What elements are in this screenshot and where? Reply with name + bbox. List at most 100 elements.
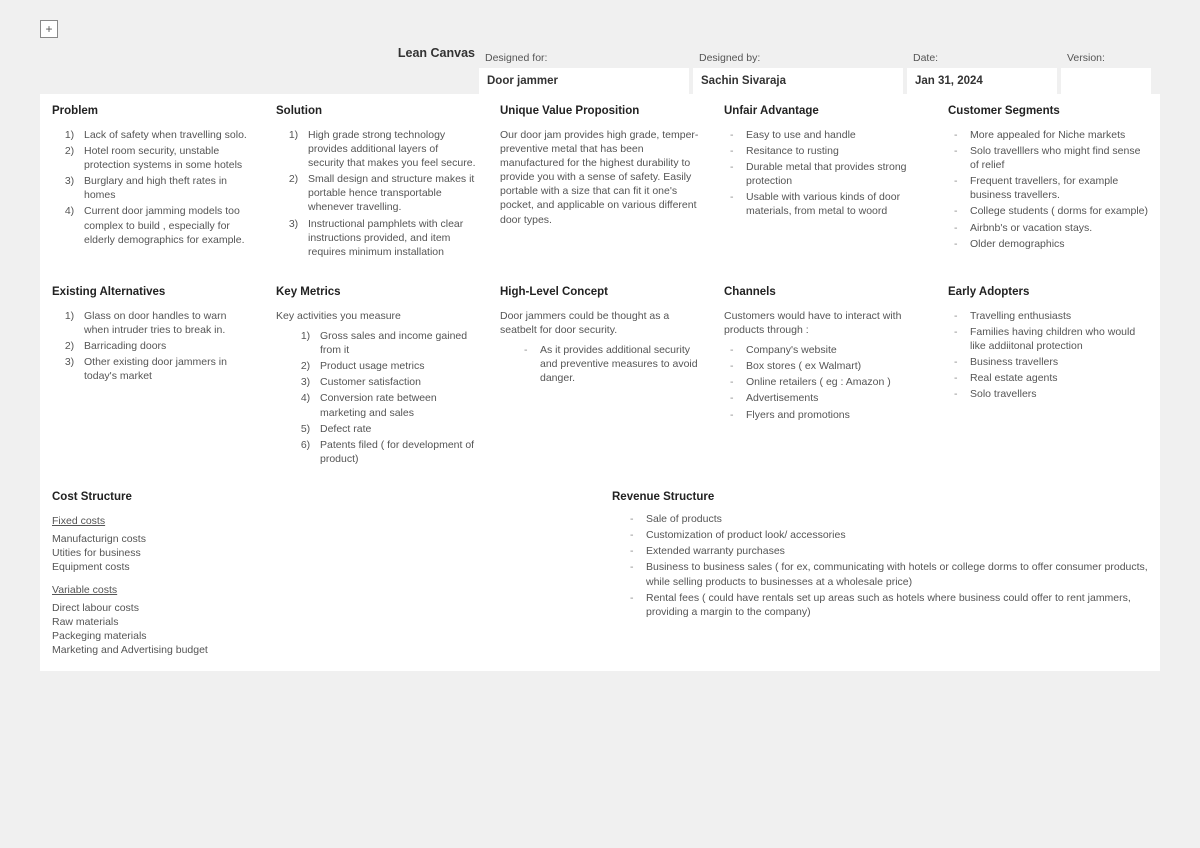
list-item: Product usage metrics: [316, 359, 476, 373]
list-item: More appealed for Niche markets: [970, 128, 1148, 142]
canvas-title: Lean Canvas: [378, 46, 475, 66]
list-item: Business to business sales ( for ex, com…: [646, 560, 1148, 588]
list-item: Online retailers ( eg : Amazon ): [746, 375, 924, 389]
fixed-costs-label: Fixed costs: [52, 514, 588, 528]
text-line: Equipment costs: [52, 560, 588, 574]
variable-costs-label: Variable costs: [52, 583, 588, 597]
existing-list: Glass on door handles to warn when intru…: [52, 309, 252, 384]
problem-title: Problem: [52, 104, 252, 120]
list-item: Lack of safety when travelling solo.: [80, 128, 252, 142]
early-list: Travelling enthusiasts Families having ch…: [948, 309, 1148, 402]
channels-cell: Channels Customers would have to interac…: [712, 275, 936, 482]
list-item: Flyers and promotions: [746, 408, 924, 422]
list-item: Advertisements: [746, 391, 924, 405]
list-item: Gross sales and income gained from it: [316, 329, 476, 357]
list-item: Frequent travellers, for example busines…: [970, 174, 1148, 202]
list-item: Customer satisfaction: [316, 375, 476, 389]
early-cell: Early Adopters Travelling enthusiasts Fam…: [936, 275, 1160, 482]
early-title: Early Adopters: [948, 285, 1148, 301]
date-label: Date:: [907, 46, 1057, 68]
list-item: Easy to use and handle: [746, 128, 924, 142]
existing-title: Existing Alternatives: [52, 285, 252, 301]
segments-title: Customer Segments: [948, 104, 1148, 120]
add-button[interactable]: +: [40, 20, 58, 38]
list-item: Customization of product look/ accessori…: [646, 528, 1148, 542]
metrics-sub: Key activities you measure: [276, 309, 476, 323]
solution-title: Solution: [276, 104, 476, 120]
concept-cell: High-Level Concept Door jammers could be…: [488, 275, 712, 482]
list-item: Patents filed ( for development of produ…: [316, 438, 476, 466]
version-label: Version:: [1061, 46, 1151, 68]
list-item: Box stores ( ex Walmart): [746, 359, 924, 373]
list-item: College students ( dorms for example): [970, 204, 1148, 218]
cost-title: Cost Structure: [52, 490, 588, 506]
solution-list: High grade strong technology provides ad…: [276, 128, 476, 260]
list-item: Glass on door handles to warn when intru…: [80, 309, 252, 337]
problem-list: Lack of safety when travelling solo. Hote…: [52, 128, 252, 247]
revenue-cell: Revenue Structure Sale of products Custom…: [600, 482, 1160, 671]
designed-by-input[interactable]: [693, 68, 903, 94]
list-item: Solo travelllers who might find sense of…: [970, 144, 1148, 172]
list-item: Small design and structure makes it port…: [304, 172, 476, 215]
unfair-cell: Unfair Advantage Easy to use and handle R…: [712, 94, 936, 275]
list-item: Extended warranty purchases: [646, 544, 1148, 558]
channels-list: Company's website Box stores ( ex Walmart…: [724, 343, 924, 422]
solution-cell: Solution High grade strong technology pr…: [264, 94, 488, 275]
list-item: Travelling enthusiasts: [970, 309, 1148, 323]
fixed-costs-list: Manufacturign costsUtities for businessE…: [52, 532, 588, 575]
text-line: Direct labour costs: [52, 601, 588, 615]
revenue-list: Sale of products Customization of product…: [612, 512, 1148, 619]
list-item: Barricading doors: [80, 339, 252, 353]
concept-list: As it provides additional security and p…: [500, 343, 700, 386]
list-item: Families having children who would like …: [970, 325, 1148, 353]
cost-cell: Cost Structure Fixed costs Manufacturign…: [40, 482, 600, 671]
list-item: Business travellers: [970, 355, 1148, 369]
problem-cell: Problem Lack of safety when travelling s…: [40, 94, 264, 275]
list-item: Instructional pamphlets with clear instr…: [304, 217, 476, 260]
list-item: Real estate agents: [970, 371, 1148, 385]
list-item: Airbnb's or vacation stays.: [970, 221, 1148, 235]
list-item: Older demographics: [970, 237, 1148, 251]
list-item: Company's website: [746, 343, 924, 357]
list-item: Rental fees ( could have rentals set up …: [646, 591, 1148, 619]
list-item: Conversion rate between marketing and sa…: [316, 391, 476, 419]
channels-sub: Customers would have to interact with pr…: [724, 309, 924, 337]
metrics-title: Key Metrics: [276, 285, 476, 301]
segments-list: More appealed for Niche markets Solo trav…: [948, 128, 1148, 251]
list-item: Durable metal that provides strong prote…: [746, 160, 924, 188]
designed-by-label: Designed by:: [693, 46, 903, 68]
list-item: Hotel room security, unstable protection…: [80, 144, 252, 172]
list-item: Sale of products: [646, 512, 1148, 526]
uvp-cell: Unique Value Proposition Our door jam pr…: [488, 94, 712, 275]
list-item: Resitance to rusting: [746, 144, 924, 158]
date-input[interactable]: [907, 68, 1057, 94]
text-line: Raw materials: [52, 615, 588, 629]
list-item: High grade strong technology provides ad…: [304, 128, 476, 171]
text-line: Utities for business: [52, 546, 588, 560]
list-item: Defect rate: [316, 422, 476, 436]
canvas-header: Lean Canvas Designed for: Designed by: D…: [40, 46, 1160, 94]
designed-for-label: Designed for:: [479, 46, 689, 68]
metrics-list: Gross sales and income gained from it Pro…: [276, 329, 476, 467]
text-line: Manufacturign costs: [52, 532, 588, 546]
designed-for-input[interactable]: [479, 68, 689, 94]
variable-costs-list: Direct labour costsRaw materialsPackegin…: [52, 601, 588, 658]
list-item: Solo travellers: [970, 387, 1148, 401]
list-item: Other existing door jammers in today's m…: [80, 355, 252, 383]
uvp-title: Unique Value Proposition: [500, 104, 700, 120]
concept-text: Door jammers could be thought as a seatb…: [500, 309, 700, 337]
channels-title: Channels: [724, 285, 924, 301]
uvp-text: Our door jam provides high grade, temper…: [500, 128, 700, 227]
existing-cell: Existing Alternatives Glass on door hand…: [40, 275, 264, 482]
list-item: Usable with various kinds of door materi…: [746, 190, 924, 218]
list-item: As it provides additional security and p…: [540, 343, 700, 386]
segments-cell: Customer Segments More appealed for Nich…: [936, 94, 1160, 275]
version-input[interactable]: [1061, 68, 1151, 94]
concept-title: High-Level Concept: [500, 285, 700, 301]
unfair-list: Easy to use and handle Resitance to rusti…: [724, 128, 924, 219]
metrics-cell: Key Metrics Key activities you measure G…: [264, 275, 488, 482]
text-line: Marketing and Advertising budget: [52, 643, 588, 657]
unfair-title: Unfair Advantage: [724, 104, 924, 120]
text-line: Packeging materials: [52, 629, 588, 643]
revenue-title: Revenue Structure: [612, 490, 1148, 506]
